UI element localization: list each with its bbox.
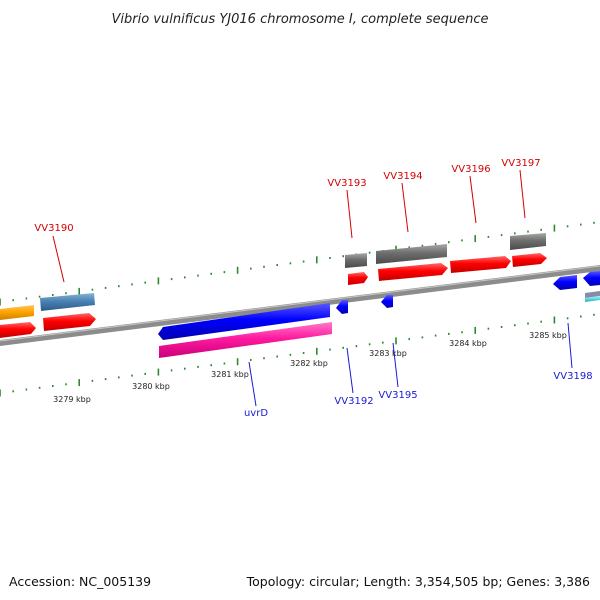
map-title: Vibrio vulnificus YJ016 chromosome I, co… bbox=[111, 12, 488, 27]
gene-vv3190-arrow[interactable] bbox=[43, 313, 96, 331]
gene-vv3197-arrow[interactable] bbox=[512, 253, 547, 267]
tick-label-3283: 3283 kbp bbox=[369, 349, 407, 358]
lower-tick-track bbox=[0, 313, 595, 397]
gene-vv3198-arrow[interactable] bbox=[553, 275, 577, 290]
feature-right-stack[interactable] bbox=[585, 291, 600, 302]
gene-vv3196-arrow[interactable] bbox=[450, 256, 511, 273]
gene-vv3194-arrow[interactable] bbox=[378, 263, 448, 281]
gene-uvrd-arrow[interactable] bbox=[158, 303, 330, 340]
gene-vv3194-box[interactable] bbox=[376, 244, 447, 264]
tick-label-3285: 3285 kbp bbox=[529, 331, 567, 340]
reverse-leader-lines bbox=[248, 322, 573, 407]
tick-label-3280: 3280 kbp bbox=[132, 382, 170, 391]
scale-labels: 3279 kbp 3280 kbp 3281 kbp 3282 kbp 3283… bbox=[53, 331, 567, 404]
gene-label-vv3193[interactable]: VV3193 bbox=[327, 178, 366, 189]
gene-partial-left-arrow[interactable] bbox=[0, 322, 36, 338]
accession-text: Accession: NC_005139 bbox=[9, 574, 151, 589]
gene-vv3197-box[interactable] bbox=[510, 233, 546, 250]
feature-orange[interactable] bbox=[0, 305, 34, 320]
gene-label-uvrd[interactable]: uvrD bbox=[244, 408, 268, 419]
tick-label-3284: 3284 kbp bbox=[449, 339, 487, 348]
gene-vv3192-arrow[interactable] bbox=[336, 300, 348, 314]
summary-text: Topology: circular; Length: 3,354,505 bp… bbox=[246, 574, 590, 589]
gene-uvrd-box[interactable] bbox=[159, 322, 332, 358]
gene-vv3195-arrow[interactable] bbox=[381, 295, 393, 308]
tick-label-3281: 3281 kbp bbox=[211, 370, 249, 379]
gene-label-vv3195[interactable]: VV3195 bbox=[378, 390, 417, 401]
feature-steel-blue[interactable] bbox=[40, 293, 95, 311]
gene-label-vv3192[interactable]: VV3192 bbox=[334, 396, 373, 407]
gene-label-vv3194[interactable]: VV3194 bbox=[383, 171, 422, 182]
gene-vv3193-box[interactable] bbox=[345, 253, 367, 268]
gene-label-vv3190[interactable]: VV3190 bbox=[34, 223, 73, 234]
gene-label-vv3198[interactable]: VV3198 bbox=[553, 371, 592, 382]
gene-label-vv3196[interactable]: VV3196 bbox=[451, 164, 490, 175]
gene-vv3193-arrow[interactable] bbox=[348, 272, 368, 285]
forward-leader-lines bbox=[52, 169, 526, 283]
gene-partial-right-arrow[interactable] bbox=[583, 271, 600, 286]
gene-label-vv3197[interactable]: VV3197 bbox=[501, 158, 540, 169]
tick-label-3282: 3282 kbp bbox=[290, 359, 328, 368]
tick-label-3279: 3279 kbp bbox=[53, 395, 91, 404]
upper-tick-track bbox=[0, 221, 595, 306]
